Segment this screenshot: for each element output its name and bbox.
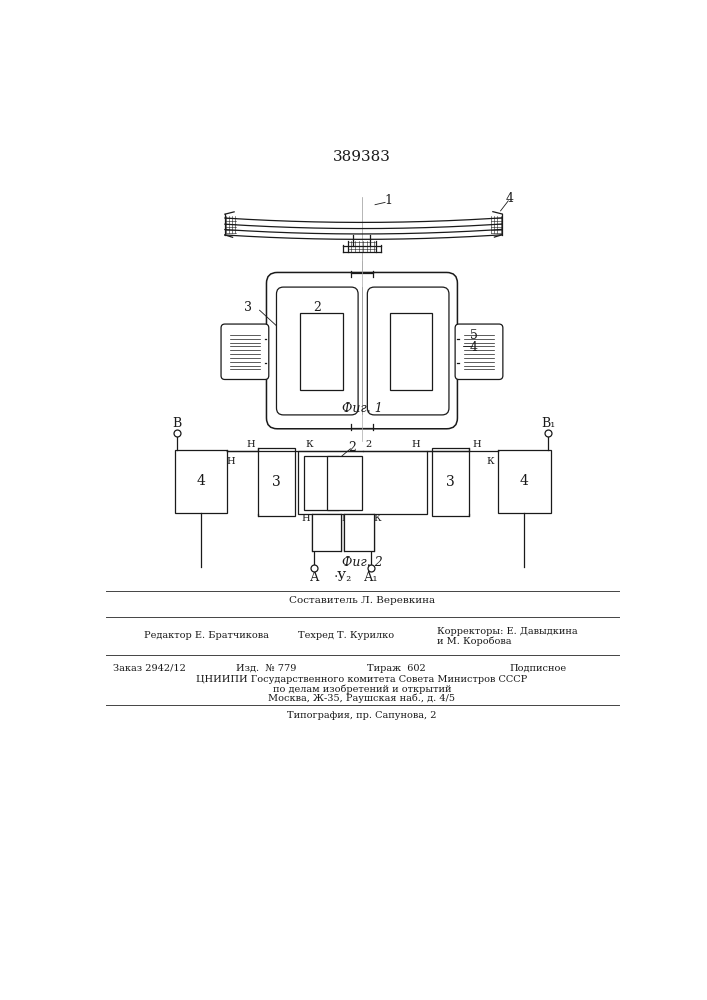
Text: по делам изобретений и открытий: по делам изобретений и открытий	[273, 684, 451, 694]
Text: Фиг. 2: Фиг. 2	[341, 556, 382, 569]
Text: К: К	[306, 440, 313, 449]
Text: Москва, Ж-35, Раушская наб., д. 4/5: Москва, Ж-35, Раушская наб., д. 4/5	[269, 694, 455, 703]
Text: Тираж  602: Тираж 602	[368, 664, 426, 673]
FancyBboxPatch shape	[455, 324, 503, 379]
Text: Н: Н	[301, 514, 310, 523]
Text: 4: 4	[520, 474, 529, 488]
Bar	[298, 451, 428, 514]
Text: ⋅У₂: ⋅У₂	[334, 571, 352, 584]
Text: 5: 5	[469, 329, 477, 342]
Text: 2: 2	[348, 441, 356, 454]
Text: К: К	[486, 457, 494, 466]
Text: В₁: В₁	[541, 417, 556, 430]
Bar	[304, 456, 339, 510]
Text: ЦНИИПИ Государственного комитета Совета Министров СССР: ЦНИИПИ Государственного комитета Совета …	[197, 675, 527, 684]
Text: Н: Н	[246, 440, 255, 449]
FancyBboxPatch shape	[368, 287, 449, 415]
Text: Заказ 2942/12: Заказ 2942/12	[113, 664, 186, 673]
Text: Типография, пр. Сапунова, 2: Типография, пр. Сапунова, 2	[287, 711, 437, 720]
Text: 2: 2	[366, 440, 372, 449]
Text: 2: 2	[313, 301, 321, 314]
Text: и М. Коробова: и М. Коробова	[437, 637, 511, 646]
Text: Корректоры: Е. Давыдкина: Корректоры: Е. Давыдкина	[437, 627, 578, 636]
FancyBboxPatch shape	[221, 324, 269, 379]
Text: А: А	[310, 571, 319, 584]
Text: К: К	[373, 514, 381, 523]
Text: Н: Н	[472, 440, 481, 449]
Bar	[498, 450, 551, 513]
Bar	[390, 312, 432, 389]
Bar	[300, 312, 343, 389]
Bar	[175, 450, 227, 513]
Text: Изд.  № 779: Изд. № 779	[236, 664, 297, 673]
Bar	[432, 448, 469, 516]
FancyBboxPatch shape	[267, 272, 457, 429]
Text: 4: 4	[469, 341, 478, 354]
Text: Фиг. 1: Фиг. 1	[341, 402, 382, 415]
Text: 389383: 389383	[333, 150, 391, 164]
Text: 4: 4	[506, 192, 514, 205]
Text: К: К	[341, 514, 349, 523]
Bar	[327, 456, 362, 510]
Bar	[258, 448, 295, 516]
Text: 3: 3	[272, 475, 281, 489]
Text: 3: 3	[244, 301, 252, 314]
Text: 3: 3	[446, 475, 455, 489]
Text: Н: Н	[334, 514, 342, 523]
Bar	[312, 514, 341, 551]
Text: А₁: А₁	[364, 571, 378, 584]
Text: В: В	[173, 417, 182, 430]
Text: 4: 4	[197, 474, 206, 488]
Text: Подписное: Подписное	[510, 664, 567, 673]
Text: Редактор Е. Братчикова: Редактор Е. Братчикова	[144, 631, 269, 640]
Bar	[344, 514, 373, 551]
FancyBboxPatch shape	[276, 287, 358, 415]
Text: Составитель Л. Веревкина: Составитель Л. Веревкина	[289, 596, 435, 605]
Text: Н: Н	[411, 440, 420, 449]
Text: Техред Т. Курилко: Техред Т. Курилко	[298, 631, 395, 640]
Text: 1: 1	[385, 194, 393, 207]
Text: Н: Н	[227, 457, 235, 466]
